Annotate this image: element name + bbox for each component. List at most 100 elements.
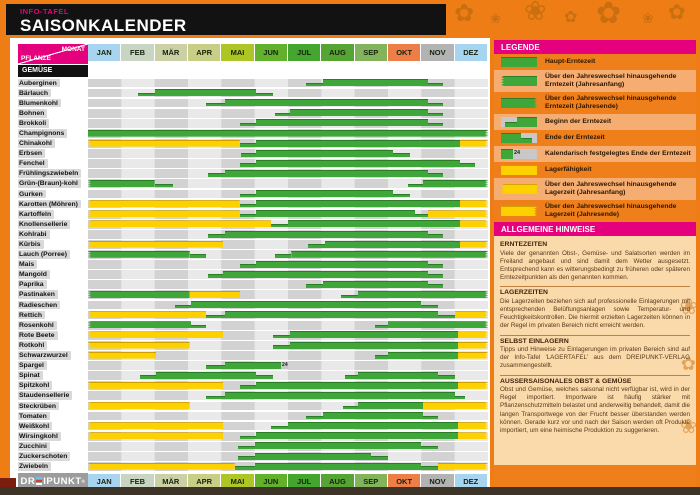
season-end-step (423, 415, 438, 420)
veg-name: Karotten (Möhren) (18, 199, 81, 209)
season-bars (88, 321, 488, 330)
bar-bg (501, 149, 537, 160)
trademark-symbol: ® (81, 478, 86, 484)
veg-row: Gurken (10, 189, 490, 200)
harvest-bar (223, 270, 428, 278)
season-bars (88, 119, 488, 128)
season-end-step (154, 183, 173, 188)
month-grid-stripes (88, 78, 488, 88)
flower-icon: ❀ (490, 11, 501, 26)
month-cell-apr: APR (187, 44, 222, 61)
veg-name: Paprika (18, 280, 47, 290)
harvest-bar (224, 230, 428, 238)
season-bars (88, 169, 488, 178)
legend-item: Beginn der Erntezeit (494, 114, 696, 131)
month-cell-mai: MAI (221, 474, 255, 489)
veg-name: Blumenkohl (18, 98, 61, 108)
month-cell-feb: FEB (121, 474, 155, 489)
veg-name: Fenchel (18, 159, 48, 169)
storage-bar (88, 210, 240, 218)
legend-y-jr-icon (501, 206, 537, 216)
bottom-bar (0, 487, 700, 495)
harvest-bar (288, 220, 460, 228)
dreipunkt-logo: DR IPUNKT ® (18, 473, 88, 489)
storage-bar (458, 382, 488, 389)
legend-item: Über den Jahreswechsel hinausgehende Lag… (494, 178, 696, 201)
legend-end24-icon: 24 (501, 149, 537, 160)
season-bars (88, 260, 488, 269)
season-end-step (393, 153, 410, 157)
season-bars (88, 432, 488, 441)
season-bars (88, 79, 488, 88)
veg-row: Steckrüben (10, 401, 490, 412)
veg-row: Rettich (10, 310, 490, 321)
month-cell-okt: OKT (387, 474, 422, 489)
veg-row: Mangold (10, 270, 490, 280)
logo-text-left: DR (20, 475, 36, 487)
note-section-body: Obst und Gemüse, welches saisonal nicht … (500, 386, 690, 434)
storage-bar (88, 341, 190, 349)
veg-name: Erbsen (18, 149, 46, 158)
bar (501, 57, 537, 67)
season-bars (88, 452, 488, 461)
veg-name: Kürbis (18, 240, 44, 249)
calendar-end-label: 24 (514, 150, 521, 157)
month-cell-nov: NOV (421, 44, 455, 61)
flower-icon: ❀ (679, 294, 698, 320)
season-start-step (206, 314, 225, 319)
season-bars (88, 179, 488, 188)
season-end-step (454, 395, 465, 399)
season-start-step (274, 254, 292, 258)
sidebar: LEGENDE Haupt-Erntezeit Über den Jahreswe… (494, 40, 698, 487)
season-start-step (208, 234, 225, 238)
season-bars (88, 230, 488, 239)
harvest-bar (256, 190, 393, 198)
season-bars: 24 (88, 361, 488, 370)
flower-icon: ✿ (564, 9, 578, 26)
season-start-step (239, 203, 257, 208)
month-cell-dez: DEZ (454, 474, 488, 489)
month-grid-stripes (88, 320, 488, 330)
season-end-step (421, 304, 438, 309)
season-bars (88, 422, 488, 431)
harvest-bar (256, 200, 460, 208)
season-start-step (306, 284, 323, 288)
note-section-body: Tipps und Hinweise zu Einlagerungen im p… (500, 346, 690, 370)
season-bars (88, 149, 488, 158)
legend-y-icon (501, 165, 537, 176)
storage-bar (88, 351, 157, 359)
season-start-step (241, 153, 257, 157)
season-start-step (306, 82, 323, 87)
bar-jagged-right (501, 98, 537, 108)
storage-bar (88, 381, 223, 389)
veg-row: Pastinaken (10, 290, 490, 300)
season-end-step (189, 254, 207, 258)
legend-item: Über den Jahreswechsel hinausgehende Ern… (494, 92, 696, 114)
note-section: AUSSERSAISONALES OBST & GEMÜSE Obst und G… (500, 376, 690, 440)
season-end-step (421, 445, 438, 450)
veg-row: Zwiebeln (10, 462, 490, 472)
season-start-step (271, 223, 288, 228)
season-start-step (208, 173, 225, 177)
harvest-bar (256, 432, 458, 440)
season-start-step (206, 365, 225, 369)
season-bars (88, 442, 488, 451)
season-bars (88, 270, 488, 279)
veg-row: Blumenkohl (10, 98, 490, 109)
veg-name: Frühlingszwiebeln (18, 169, 82, 179)
harvest-bar (324, 240, 460, 248)
harvest-bar (224, 361, 282, 369)
harvest-bar (388, 351, 458, 359)
veg-name: Steckrüben (18, 401, 60, 411)
season-start-step (239, 163, 257, 167)
veg-row: Tomaten (10, 411, 490, 422)
season-start-step (208, 274, 223, 278)
veg-name: Brokkoli (18, 118, 50, 128)
storage-bar (88, 240, 223, 248)
note-section: LAGERZEITEN Die Lagerzeiten beziehen sich… (500, 287, 690, 336)
harvest-bar (224, 169, 428, 177)
storage-bar (88, 432, 223, 440)
season-start-step (234, 466, 255, 470)
season-start-step (239, 385, 257, 389)
season-end-step (371, 456, 388, 460)
